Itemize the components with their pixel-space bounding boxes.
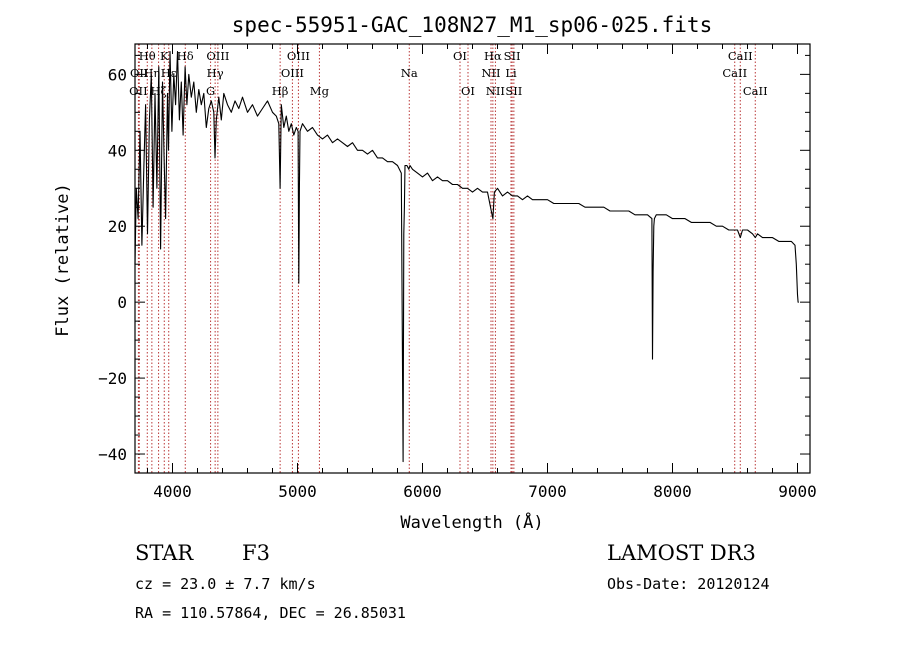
plot-frame bbox=[134, 43, 811, 474]
line-label-oii: OII bbox=[129, 84, 148, 98]
y-tick-label: −20 bbox=[98, 369, 127, 388]
line-label-g: G bbox=[206, 84, 215, 98]
spectral-line-labels: OIIOIIHθHηHζKHεHδGHγOIIIHβOIIIOIIIMgNaOI… bbox=[129, 49, 768, 98]
line-label-hα: Hα bbox=[484, 49, 502, 63]
line-label-oi: OI bbox=[461, 84, 475, 98]
object-class-label: STAR bbox=[135, 541, 194, 565]
axis-ticks bbox=[135, 44, 810, 474]
line-label-oi: OI bbox=[453, 49, 467, 63]
redshift-velocity-text: cz = 23.0 ± 7.7 km/s bbox=[135, 575, 316, 593]
line-label-sii: SII bbox=[504, 49, 521, 63]
line-label-hθ: Hθ bbox=[139, 49, 156, 63]
y-tick-label: 60 bbox=[108, 65, 127, 84]
survey-label: LAMOST DR3 bbox=[607, 541, 756, 565]
line-label-hη: Hη bbox=[143, 66, 160, 80]
spectral-line-markers bbox=[137, 44, 756, 473]
y-axis-label: Flux (relative) bbox=[53, 183, 73, 337]
chart-title: spec-55951-GAC_108N27_M1_sp06-025.fits bbox=[232, 13, 712, 37]
line-label-mg: Mg bbox=[310, 84, 330, 98]
line-label-sii: SII bbox=[505, 84, 522, 98]
observation-date-text: Obs-Date: 20120124 bbox=[607, 575, 770, 593]
line-label-nii: NII bbox=[486, 84, 505, 98]
coordinates-text: RA = 110.57864, DEC = 26.85031 bbox=[135, 604, 406, 622]
line-label-oiii: OIII bbox=[206, 49, 229, 63]
line-label-caii: CaII bbox=[722, 66, 747, 80]
line-label-oiii: OIII bbox=[281, 66, 304, 80]
line-label-hδ: Hδ bbox=[177, 49, 194, 63]
line-label-oiii: OIII bbox=[287, 49, 310, 63]
y-tick-label: 20 bbox=[108, 217, 127, 236]
line-label-hγ: Hγ bbox=[207, 66, 224, 80]
line-label-nii: NII bbox=[481, 66, 500, 80]
y-tick-label: −40 bbox=[98, 445, 127, 464]
line-label-na: Na bbox=[401, 66, 418, 80]
x-tick-label: 7000 bbox=[528, 482, 567, 501]
x-tick-label: 4000 bbox=[153, 482, 192, 501]
x-tick-label: 6000 bbox=[403, 482, 442, 501]
y-tick-label: 0 bbox=[117, 293, 127, 312]
line-label-k: K bbox=[160, 49, 169, 63]
y-tick-label: 40 bbox=[108, 141, 127, 160]
line-label-hε: Hε bbox=[161, 66, 177, 80]
line-label-caii: CaII bbox=[743, 84, 768, 98]
line-label-caii: CaII bbox=[728, 49, 753, 63]
x-tick-label: 9000 bbox=[778, 482, 817, 501]
x-tick-label: 5000 bbox=[278, 482, 317, 501]
x-tick-label: 8000 bbox=[653, 482, 692, 501]
x-axis-tick-labels: 4000 5000 6000 7000 8000 9000 bbox=[153, 482, 817, 501]
line-label-hβ: Hβ bbox=[272, 84, 289, 98]
object-subclass-label: F3 bbox=[242, 541, 270, 565]
spectrum-series-line bbox=[134, 51, 799, 463]
y-axis-tick-labels: −40 −20 0 20 40 60 bbox=[98, 65, 127, 464]
x-axis-label: Wavelength (Å) bbox=[400, 511, 543, 533]
line-label-li: Li bbox=[505, 66, 517, 80]
